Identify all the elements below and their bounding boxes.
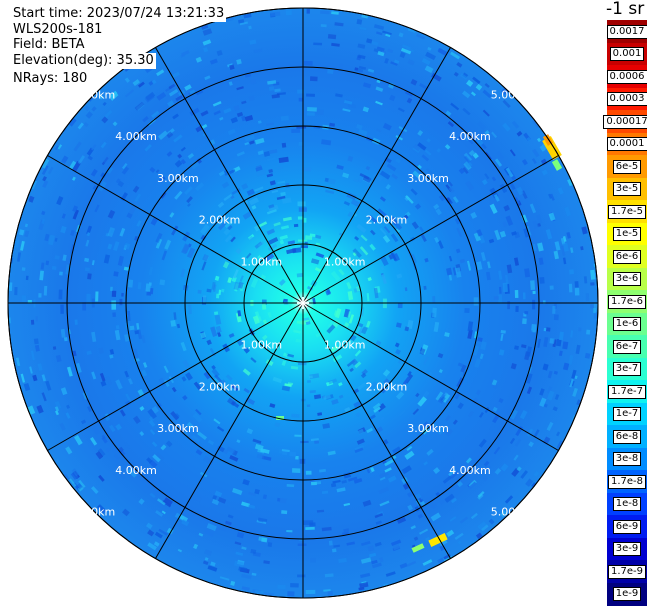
colorbar-segment: 3e-9 (607, 537, 647, 561)
colorbar-segment: 1e-6 (607, 312, 647, 336)
colorbar-tick-label: 1.7e-9 (607, 564, 647, 579)
colorbar-segment: 0.0001 (606, 132, 647, 156)
colorbar-tick-label: 0.00017 (603, 114, 647, 129)
range-label: 5.00km (74, 506, 116, 519)
range-label: 4.00km (115, 130, 157, 143)
colorbar-tick-label: 0.0017 (606, 24, 647, 39)
colorbar-tick-label: 0.001 (609, 47, 645, 61)
range-label: 4.00km (115, 464, 157, 477)
high-backscatter-patches (276, 134, 563, 553)
range-label: 3.00km (157, 172, 199, 185)
range-label: 1.00km (241, 255, 283, 268)
colorbar-tick-label: 6e-9 (612, 519, 642, 534)
colorbar-segment: 3e-6 (607, 267, 647, 291)
range-label: 5.00km (74, 88, 116, 101)
colorbar-tick-label: 0.0001 (606, 137, 647, 151)
colorbar-segment: 1.7e-7 (607, 380, 647, 403)
colorbar-tick-label: 3e-6 (612, 272, 642, 286)
radar-center-marker (297, 297, 309, 309)
colorbar-tick-label: 3e-9 (612, 542, 642, 556)
range-label: 1.00km (241, 339, 283, 352)
plot-outline (7, 7, 599, 599)
colorbar-tick-label: 1e-7 (612, 407, 642, 421)
hotspot-patch (551, 159, 563, 171)
azimuth-line (47, 155, 304, 304)
range-label: 2.00km (199, 380, 241, 393)
colorbar-tick-label: 6e-8 (612, 429, 642, 444)
colorbar-segment: 1.7e-5 (607, 200, 647, 223)
colorbar-segment: 0.0006 (606, 65, 647, 88)
colorbar-segment: 6e-9 (607, 515, 647, 538)
colorbar-segment: 3e-5 (607, 177, 647, 201)
range-label: 4.00km (449, 464, 491, 477)
colorbar-tick-label: 1e-5 (612, 227, 642, 241)
field-label: Field: BETA (11, 37, 87, 53)
colorbar-segment: 6e-5 (607, 155, 647, 178)
azimuth-line (155, 302, 304, 559)
start-time-label: Start time: 2023/07/24 13:21:33 (11, 6, 227, 22)
azimuth-line (47, 302, 304, 451)
colorbar-segment: 1.7e-6 (607, 290, 647, 313)
colorbar-segment: 0.001 (607, 42, 647, 66)
colorbar-tick-label: 6e-5 (612, 159, 642, 174)
colorbar-tick-label: 0.0003 (606, 92, 647, 106)
hotspot-patch (411, 543, 425, 553)
azimuth-line (302, 47, 451, 304)
colorbar-tick-label: 1.7e-5 (607, 204, 647, 219)
colorbar-segment: 0.0017 (606, 20, 647, 43)
instrument-label: WLS200s-181 (11, 22, 105, 38)
range-label: 1.00km (324, 339, 366, 352)
azimuth-line (302, 302, 451, 559)
range-label: 2.00km (366, 214, 408, 227)
range-label: 2.00km (199, 214, 241, 227)
colorbar-segment: 1e-7 (607, 402, 647, 426)
colorbar-segment: 1e-8 (607, 492, 647, 516)
colorbar-tick-label: 6e-6 (612, 249, 642, 264)
colorbar-segment: 0.00017 (603, 110, 647, 133)
hotspot-patch (276, 416, 284, 420)
colorbar-segment: 3e-8 (607, 447, 647, 471)
azimuth-line (155, 47, 304, 304)
colorbar-tick-label: 1.7e-6 (607, 294, 647, 309)
colorbar-segment: 6e-8 (607, 425, 647, 448)
range-label: 4.00km (449, 130, 491, 143)
colorbar-tick-label: 1e-9 (612, 587, 642, 601)
range-label: 5.00km (491, 88, 533, 101)
range-label: 2.00km (366, 380, 408, 393)
colorbar-segment: 1e-5 (607, 222, 647, 246)
colorbar-segment: 1.7e-9 (607, 560, 647, 583)
colorbar-segment: 3e-7 (607, 357, 647, 381)
colorbar-segment: 1.7e-8 (607, 470, 647, 493)
azimuth-lines (8, 8, 598, 598)
colorbar-title: -1 sr (606, 0, 645, 19)
range-label: 3.00km (157, 422, 199, 435)
colorbar-tick-label: 6e-7 (612, 339, 642, 354)
hotspot-patch (428, 533, 448, 547)
colorbar-tick-label: 3e-8 (612, 452, 642, 466)
azimuth-line (302, 302, 559, 451)
range-label: 1.00km (324, 255, 366, 268)
colorbar-tick-label: 3e-7 (612, 362, 642, 376)
nrays-label: NRays: 180 (11, 71, 90, 87)
azimuth-line (302, 155, 559, 304)
colorbar-segment: 6e-7 (607, 335, 647, 358)
colorbar-tick-label: 1e-8 (612, 497, 642, 511)
colorbar-segment: 6e-6 (607, 245, 647, 268)
elevation-label: Elevation(deg): 35.30 (11, 53, 156, 69)
colorbar-segment: 0.0003 (606, 87, 647, 111)
ppi-scan-plot: 1.00km 1.00km 1.00km 1.00km 2.00km 2.00km 2.00… (7, 7, 599, 599)
colorbar-tick-label: 1.7e-7 (607, 384, 647, 399)
colorbar-tick-label: 3e-5 (612, 182, 642, 196)
range-label: 5.00km (491, 506, 533, 519)
colorbar-tick-label: 1.7e-8 (607, 474, 647, 489)
colorbar-segment: 1e-9 (607, 582, 647, 606)
range-label: 3.00km (407, 172, 449, 185)
colorbar-tick-label: 1e-6 (612, 317, 642, 331)
range-labels: 1.00km 1.00km 1.00km 1.00km 2.00km 2.00km 2.00… (74, 88, 533, 518)
range-label: 3.00km (407, 422, 449, 435)
colorbar-tick-label: 0.0006 (606, 69, 647, 84)
